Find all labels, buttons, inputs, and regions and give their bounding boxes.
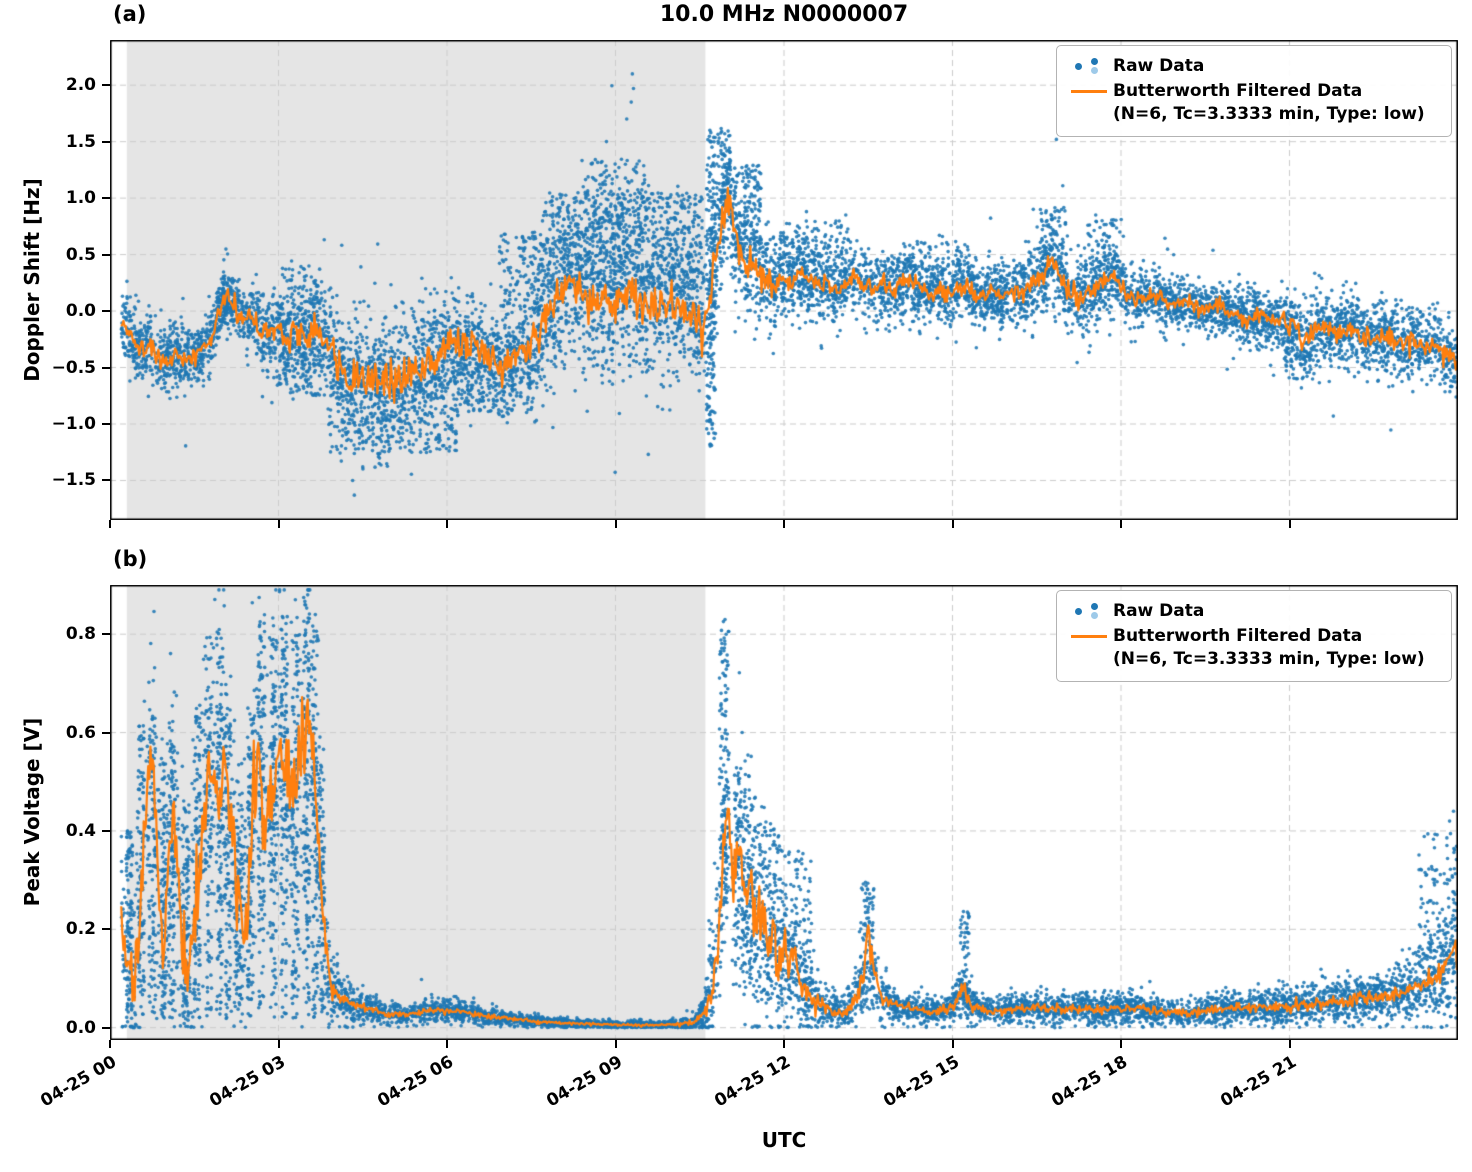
legend-filtered-label: Butterworth Filtered Data	[1113, 625, 1363, 646]
x-tick-mark	[446, 1040, 448, 1048]
y-tick-label: 0.8	[65, 624, 96, 645]
y-tick-mark	[102, 366, 110, 369]
x-tick-mark	[109, 520, 111, 528]
y-tick-label: 0.0	[65, 301, 96, 322]
raw-data-marker-icon	[1069, 600, 1113, 622]
y-tick-mark	[102, 197, 110, 200]
x-tick-mark	[783, 1040, 785, 1048]
y-tick-label: 0.0	[65, 1017, 96, 1038]
legend-raw-label: Raw Data	[1113, 56, 1205, 76]
y-tick-label: −0.5	[51, 357, 96, 378]
x-tick-mark	[951, 1040, 954, 1048]
y-tick-mark	[102, 1026, 110, 1029]
panel-b-label: (b)	[113, 547, 148, 571]
legend-filtered-params: (N=6, Tc=3.3333 min, Type: low)	[1113, 648, 1425, 669]
x-tick-mark	[951, 520, 954, 528]
filtered-line-icon	[1069, 625, 1113, 647]
figure-title: 10.0 MHz N0000007	[659, 2, 909, 27]
filtered-line-icon	[1069, 80, 1113, 102]
panel-b-ylabel: Peak Voltage [V]	[20, 717, 44, 907]
y-tick-mark	[102, 84, 110, 87]
x-tick-mark	[1120, 1040, 1122, 1048]
y-tick-mark	[102, 829, 110, 832]
x-axis-label: UTC	[761, 1128, 807, 1152]
y-tick-label: 1.0	[65, 188, 96, 209]
legend-panel-b: Raw Data Butterworth Filtered Data (N=6,…	[1056, 590, 1452, 682]
legend-raw-row: Raw Data	[1069, 55, 1441, 78]
raw-data-marker-icon	[1069, 55, 1113, 77]
x-tick-mark	[446, 520, 448, 528]
legend-filtered-row: Butterworth Filtered Data (N=6, Tc=3.333…	[1069, 80, 1441, 126]
y-tick-label: 0.6	[65, 722, 96, 743]
y-tick-mark	[102, 423, 110, 425]
legend-panel-a: Raw Data Butterworth Filtered Data (N=6,…	[1056, 45, 1452, 137]
x-tick-mark	[614, 1040, 617, 1048]
legend-raw-label: Raw Data	[1113, 601, 1205, 621]
x-tick-mark	[277, 1040, 280, 1048]
x-tick-mark	[1120, 520, 1122, 528]
x-tick-label: 04-25 00	[37, 1052, 120, 1112]
y-tick-label: 0.4	[65, 820, 96, 841]
x-tick-mark	[783, 520, 785, 528]
x-tick-mark	[277, 520, 280, 528]
x-tick-mark	[1288, 1040, 1291, 1048]
y-tick-mark	[102, 731, 110, 734]
x-tick-mark	[1288, 520, 1291, 528]
x-tick-mark	[109, 1040, 111, 1048]
x-tick-mark	[614, 520, 617, 528]
y-tick-mark	[102, 633, 110, 636]
y-tick-mark	[102, 928, 110, 931]
panel-a-label: (a)	[113, 2, 147, 26]
legend-raw-row: Raw Data	[1069, 600, 1441, 623]
y-tick-mark	[102, 253, 110, 256]
y-tick-label: 2.0	[65, 75, 96, 96]
y-tick-mark	[102, 310, 110, 313]
legend-filtered-row: Butterworth Filtered Data (N=6, Tc=3.333…	[1069, 625, 1441, 671]
legend-filtered-label: Butterworth Filtered Data	[1113, 80, 1363, 101]
y-tick-mark	[102, 479, 110, 482]
y-tick-label: 1.5	[65, 131, 96, 152]
y-tick-label: −1.5	[51, 470, 96, 491]
legend-filtered-params: (N=6, Tc=3.3333 min, Type: low)	[1113, 103, 1425, 124]
y-tick-label: 0.2	[65, 919, 96, 940]
y-tick-label: 0.5	[65, 244, 96, 265]
y-tick-mark	[102, 140, 110, 143]
y-tick-label: −1.0	[51, 414, 96, 434]
